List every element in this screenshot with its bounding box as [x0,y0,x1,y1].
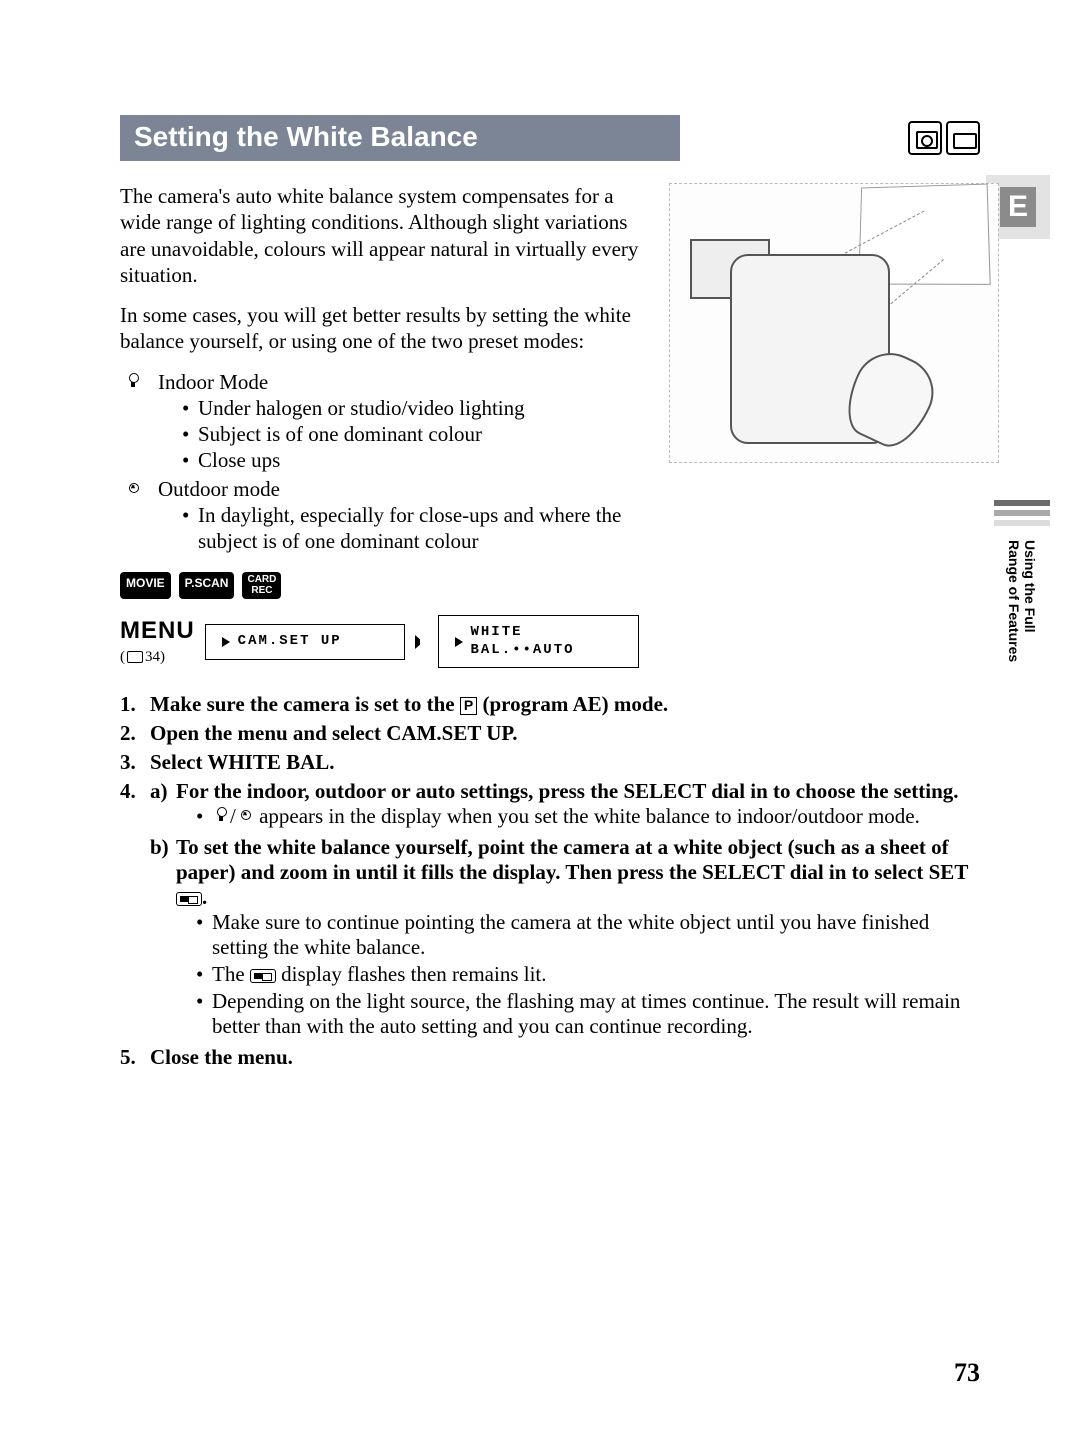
triangle-icon [222,637,230,647]
mode-indoor: Indoor Mode Under halogen or studio/vide… [120,369,639,474]
page-number: 73 [954,1358,980,1388]
section-side-tab: Using the FullRange of Features [994,500,1050,662]
chip-movie: MOVIE [120,572,171,599]
menu-crumb-1: CAM.SET UP [205,624,405,660]
step-4b-note: Make sure to continue pointing the camer… [196,910,980,960]
book-icon [127,651,143,663]
step-5: Close the menu. [120,1045,980,1070]
mode-outdoor-item: In daylight, especially for close-ups an… [182,502,639,555]
side-tab-label: Using the FullRange of Features [1006,540,1038,662]
side-tab-bars [994,500,1050,530]
record-mode-chips: MOVIE P.SCAN CARDREC [120,572,639,599]
section-title: Setting the White Balance [134,121,478,152]
menu-label-block: MENU (34) [120,616,195,667]
set-icon [176,892,202,906]
mode-outdoor-name: Outdoor mode [158,477,280,501]
step-2: Open the menu and select CAM.SET UP. [120,721,980,746]
step-4a-note: / appears in the display when you set th… [196,804,980,829]
bulb-icon [212,805,230,823]
set-icon [250,969,276,983]
chip-pscan: P.SCAN [179,572,235,599]
mode-indoor-item: Subject is of one dominant colour [182,421,639,447]
step-4a: a) For the indoor, outdoor or auto setti… [150,779,980,829]
menu-page-ref: (34) [120,648,195,667]
step-4b-note: The display flashes then remains lit. [196,962,980,987]
intro-paragraph-2: In some cases, you will get better resul… [120,302,639,355]
intro-paragraph-1: The camera's auto white balance system c… [120,183,639,288]
step-4b-note: Depending on the light source, the flash… [196,989,980,1039]
mode-outdoor: Outdoor mode In daylight, especially for… [120,476,639,555]
camcorder-illustration [669,183,999,463]
section-title-bar: Setting the White Balance [120,115,680,161]
step-4: a) For the indoor, outdoor or auto setti… [120,779,980,1039]
menu-breadcrumb: MENU (34) CAM.SET UP WHITE BAL.••AUTO [120,615,639,668]
procedure-steps: Make sure the camera is set to the P (pr… [120,692,980,1070]
menu-label: MENU [120,616,195,646]
tape-mode-icon [946,121,980,155]
step-1: Make sure the camera is set to the P (pr… [120,692,980,717]
chip-card-rec: CARDREC [242,572,281,599]
sun-icon [236,805,254,823]
step-4b: b) To set the white balance yourself, po… [150,835,980,1039]
bulb-icon [124,371,142,389]
sun-icon [124,478,142,496]
mode-indoor-item: Under halogen or studio/video lighting [182,395,639,421]
double-triangle-icon [415,635,428,649]
menu-crumb-2: WHITE BAL.••AUTO [438,615,639,668]
step-3: Select WHITE BAL. [120,750,980,775]
header-mode-icons [908,121,980,155]
camera-mode-icon [908,121,942,155]
mode-indoor-item: Close ups [182,447,639,473]
program-ae-icon: P [460,697,477,714]
mode-indoor-name: Indoor Mode [158,370,268,394]
triangle-icon [455,637,463,647]
preset-mode-list: Indoor Mode Under halogen or studio/vide… [120,369,639,555]
